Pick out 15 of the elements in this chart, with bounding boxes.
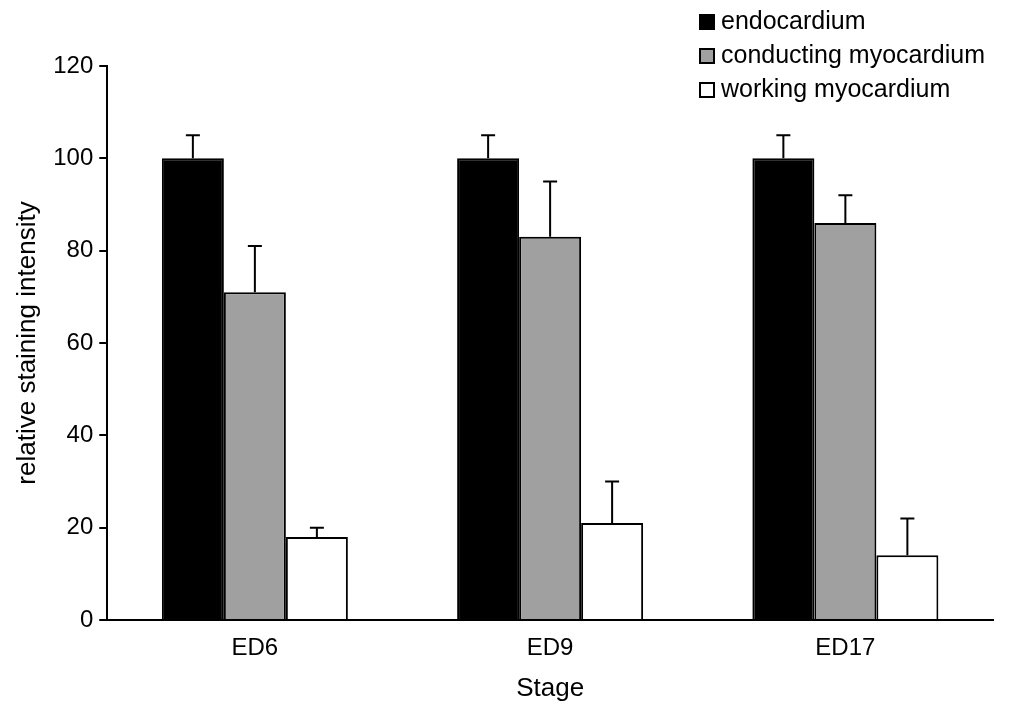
y-tick-label: 60 [66,327,94,355]
y-tick-label: 100 [53,142,94,170]
x-tick-label: ED6 [231,633,279,661]
y-tick-label: 120 [53,50,94,78]
legend-label: working myocardium [719,73,951,102]
legend-label: endocardium [720,5,866,34]
y-tick-label: 40 [66,419,94,447]
y-axis-title: relative staining intensity [10,201,41,485]
x-tick-label: ED9 [526,633,574,661]
y-tick-label: 20 [66,512,94,540]
y-tick-label: 80 [66,235,94,263]
x-axis-title: Stage [516,671,585,702]
x-tick-label: ED17 [815,633,876,661]
legend-label: conducting myocardium [720,39,985,68]
y-tick-label: 0 [79,604,94,632]
